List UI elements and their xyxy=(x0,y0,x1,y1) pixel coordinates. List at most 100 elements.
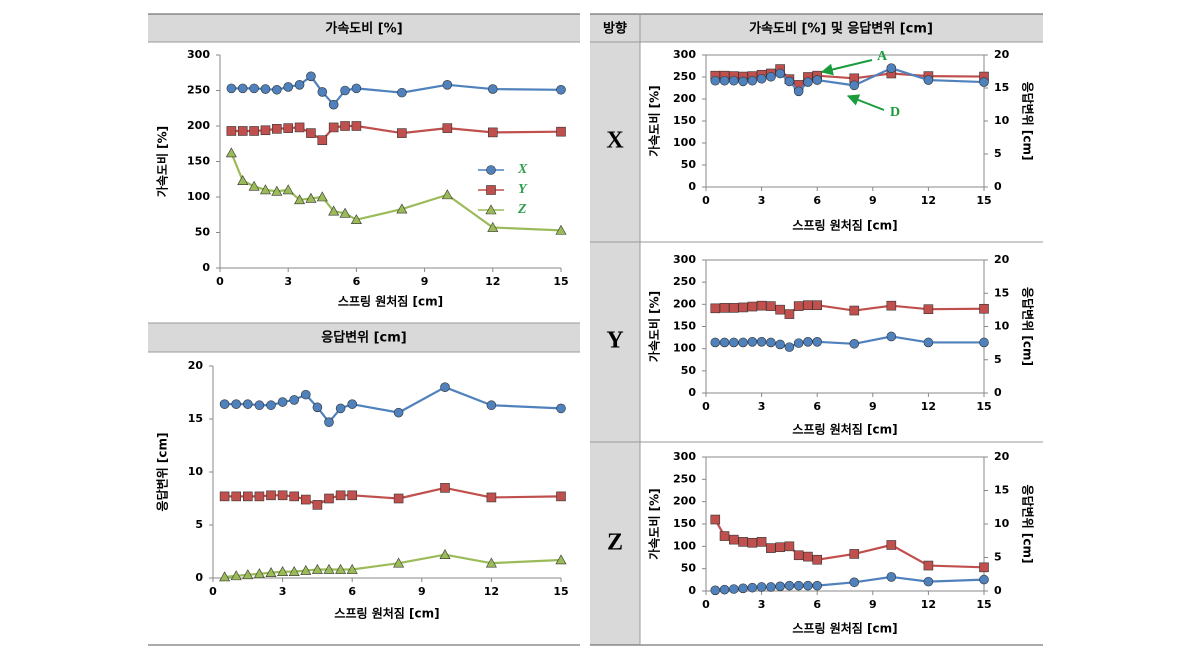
marker xyxy=(272,124,282,134)
y-tick-label: 200 xyxy=(673,495,696,508)
y2-tick-label: 0 xyxy=(994,180,1002,193)
marker xyxy=(719,303,730,313)
marker xyxy=(710,514,721,525)
marker xyxy=(305,192,317,203)
x-tick-label: 0 xyxy=(216,275,224,288)
y2-tick-label: 5 xyxy=(994,551,1002,564)
marker xyxy=(756,300,767,311)
y2-tick-label: 0 xyxy=(994,584,1002,597)
y-tick-label: 0 xyxy=(202,261,210,274)
marker xyxy=(766,71,776,82)
y-tick-label: 100 xyxy=(673,539,696,552)
y-axis-label: 응답변위 [cm] xyxy=(155,433,170,512)
marker xyxy=(756,73,767,84)
marker xyxy=(747,336,758,347)
x-tick-label: 3 xyxy=(758,598,766,611)
x-tick-label: 9 xyxy=(869,598,877,611)
y2-tick-label: 15 xyxy=(994,81,1009,94)
x-tick-label: 0 xyxy=(702,400,710,413)
marker xyxy=(253,568,265,579)
x-tick-label: 3 xyxy=(284,275,292,288)
marker xyxy=(793,580,804,591)
marker xyxy=(710,75,721,86)
marker xyxy=(812,75,823,85)
marker xyxy=(728,75,739,86)
y-tick-label: 5 xyxy=(195,518,203,531)
series-line xyxy=(231,75,562,106)
marker xyxy=(555,554,567,565)
marker xyxy=(486,400,497,411)
x-axis-label: 스프링 원처짐 [cm] xyxy=(792,621,897,636)
marker xyxy=(328,99,339,110)
y-tick-label: 250 xyxy=(187,84,210,97)
y-tick-label: 150 xyxy=(673,517,696,530)
x-tick-label: 12 xyxy=(921,194,936,207)
marker xyxy=(728,303,739,313)
marker xyxy=(784,541,795,552)
marker xyxy=(775,68,785,79)
marker xyxy=(350,214,362,225)
marker xyxy=(728,337,739,348)
x-tick-label: 0 xyxy=(702,194,710,207)
marker xyxy=(555,224,567,235)
y-tick-label: 150 xyxy=(673,114,696,127)
marker xyxy=(260,125,271,136)
y-axis-label: 가속도비 [%] xyxy=(647,291,662,362)
y-axis-label: 가속도비 [%] xyxy=(647,488,662,559)
marker xyxy=(226,126,237,136)
marker xyxy=(803,336,813,347)
x-tick-label: 6 xyxy=(813,598,821,611)
marker xyxy=(793,301,804,311)
marker xyxy=(719,75,730,86)
marker xyxy=(487,84,498,94)
marker xyxy=(219,399,230,409)
marker xyxy=(556,491,566,502)
row-header-bg xyxy=(590,42,640,645)
y-tick-label: 200 xyxy=(673,297,696,310)
marker xyxy=(282,184,294,195)
marker xyxy=(923,576,934,587)
y-tick-label: 10 xyxy=(188,465,204,478)
marker xyxy=(803,77,813,87)
row-label: Z xyxy=(607,530,623,556)
marker xyxy=(738,302,748,313)
marker xyxy=(793,86,804,97)
marker xyxy=(393,493,404,504)
marker xyxy=(351,121,362,131)
marker xyxy=(317,87,328,97)
x-tick-label: 12 xyxy=(921,400,936,413)
y2-tick-label: 10 xyxy=(994,114,1010,127)
y2-axis-label: 응답변위 [cm] xyxy=(1021,82,1036,161)
x-tick-label: 9 xyxy=(421,275,429,288)
marker xyxy=(260,84,271,94)
marker xyxy=(300,494,311,505)
marker xyxy=(849,338,860,349)
y2-tick-label: 10 xyxy=(994,320,1010,333)
marker xyxy=(271,185,283,196)
marker xyxy=(323,563,335,574)
marker xyxy=(923,304,934,315)
marker xyxy=(979,574,989,585)
marker xyxy=(812,580,823,591)
y-tick-label: 100 xyxy=(673,136,696,149)
marker xyxy=(812,554,823,565)
x-tick-label: 0 xyxy=(209,585,217,598)
marker xyxy=(335,490,346,501)
marker xyxy=(288,566,300,576)
y-tick-label: 150 xyxy=(673,320,696,333)
y2-tick-label: 15 xyxy=(994,484,1009,497)
x-tick-label: 12 xyxy=(485,275,500,288)
marker xyxy=(259,184,271,195)
marker xyxy=(248,180,260,191)
series-line xyxy=(224,553,562,579)
marker xyxy=(756,537,767,547)
marker xyxy=(756,582,767,592)
marker xyxy=(396,203,408,214)
annotation-arrow xyxy=(820,59,873,76)
marker xyxy=(347,399,358,409)
y-tick-label: 50 xyxy=(195,226,211,239)
marker xyxy=(317,135,328,145)
x-tick-label: 3 xyxy=(279,585,287,598)
marker xyxy=(219,491,230,502)
marker xyxy=(923,75,934,85)
